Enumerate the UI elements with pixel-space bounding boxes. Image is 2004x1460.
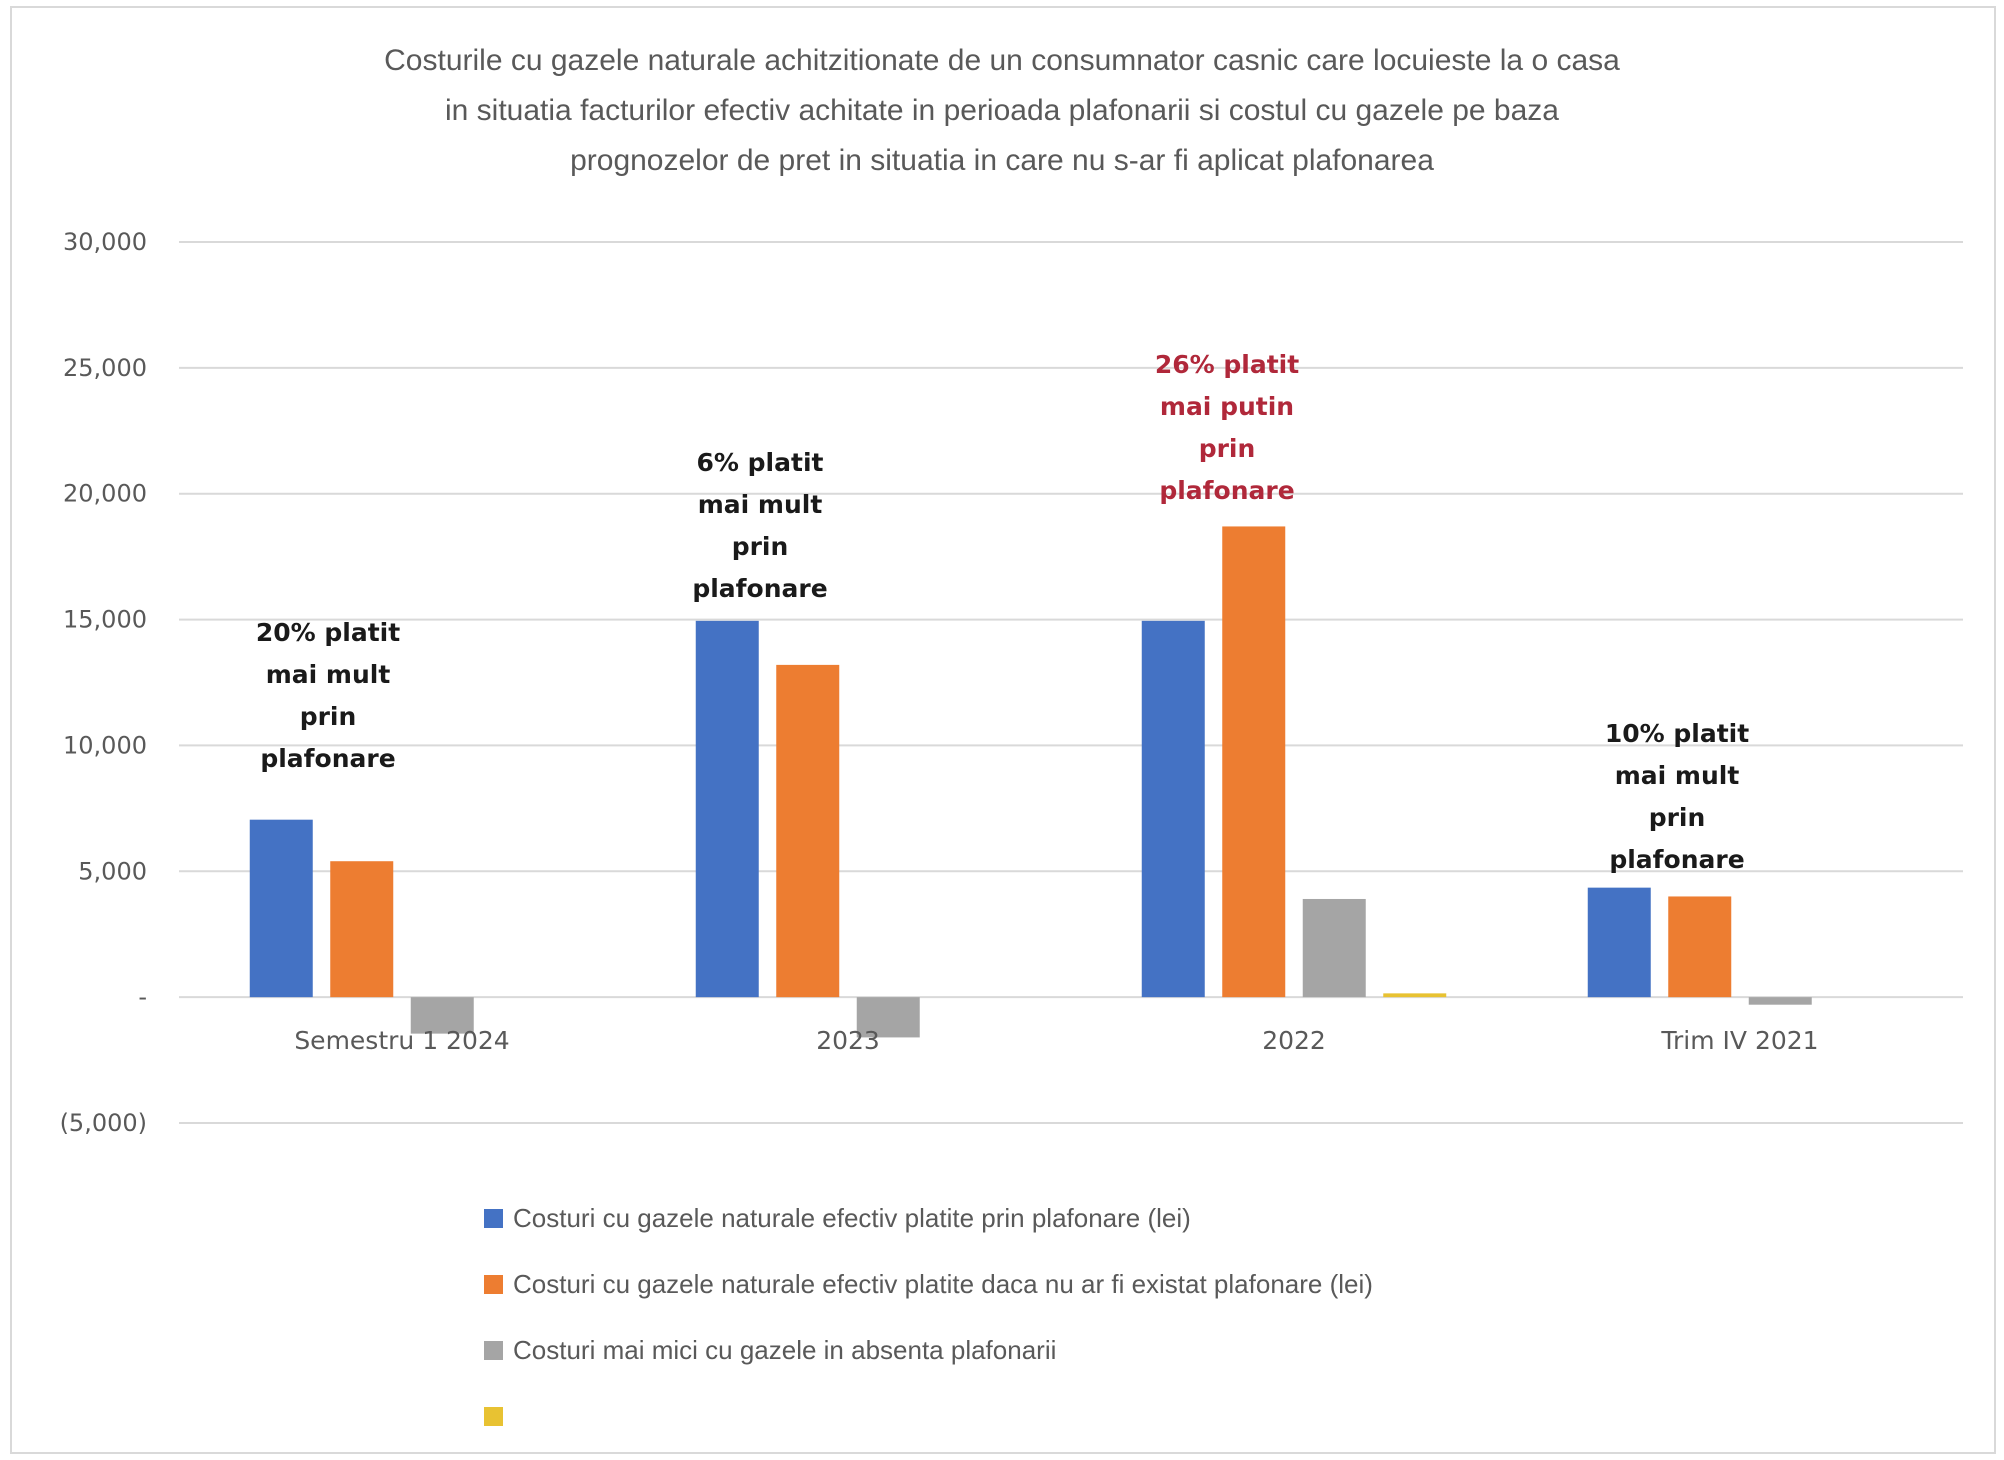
y-tick-label: 30,000 [63,228,147,256]
chart-title: Costurile cu gazele naturale achitzition… [0,36,2004,186]
bar-series-1-2022 [1141,620,1205,998]
bar-series-2-trim-iv-2021 [1668,896,1732,998]
y-tick-label: 20,000 [63,480,147,508]
x-tick-label: 2022 [1262,1026,1326,1055]
legend-label: Costuri cu gazele naturale efectiv plati… [513,1202,1191,1233]
y-tick-label: 5,000 [78,857,147,885]
bar-series-3-2023 [856,997,920,1038]
legend-item-unnamed[interactable] [484,1383,1373,1449]
annotation: 10% platit mai mult prin plafonare [1605,719,1749,874]
bar-series-3-2022 [1302,898,1366,998]
annotation-line: mai putin [1160,392,1294,421]
legend-item-paid-without-cap[interactable]: Costuri cu gazele naturale efectiv plati… [484,1251,1373,1317]
annotation-line: prin [1649,803,1706,832]
annotation-line: prin [300,702,357,731]
annotation-line: mai mult [266,660,391,689]
annotation-line: mai mult [1615,761,1740,790]
annotation-line: prin [732,532,789,561]
annotation-line: 6% platit [697,448,824,477]
annotation-line: 10% platit [1605,719,1749,748]
chart-title-line-1: Costurile cu gazele naturale achitzition… [384,44,1620,77]
bar-series-2-2022 [1222,526,1286,998]
legend-label: Costuri cu gazele naturale efectiv plati… [513,1268,1373,1299]
annotation-line: 20% platit [256,618,400,647]
x-tick-label: Trim IV 2021 [1660,1026,1818,1055]
annotation: 20% platit mai mult prin plafonare [256,618,400,773]
legend-swatch-yellow [484,1406,503,1426]
bar-series-3-trim-iv-2021 [1748,997,1812,1005]
annotation-line: plafonare [692,574,827,603]
y-axis-ticks: 30,000 25,000 20,000 15,000 10,000 5,000 - (5,0… [60,228,147,1137]
legend-item-lower-costs[interactable]: Costuri mai mici cu gazele in absenta pl… [484,1317,1373,1383]
bar-series-4-2022 [1383,993,1447,998]
bar-series-1-2023 [695,620,759,998]
annotation-line: plafonare [260,744,395,773]
legend-item-paid-with-cap[interactable]: Costuri cu gazele naturale efectiv plati… [484,1185,1373,1251]
legend-swatch-blue [484,1208,503,1228]
bar-series-1-semestru-1-2024 [249,819,313,998]
y-tick-label: (5,000) [60,1109,147,1137]
legend-swatch-gray [484,1340,503,1360]
annotation-line: plafonare [1609,845,1744,874]
legend: Costuri cu gazele naturale efectiv plati… [484,1185,1373,1449]
bar-series-2-semestru-1-2024 [330,861,394,998]
annotation-line: mai mult [698,490,823,519]
chart-title-line-2: in situatia facturilor efectiv achitate … [445,94,1559,127]
bar-series-2-2023 [776,664,840,998]
annotation-line: 26% platit [1155,350,1299,379]
bars [249,526,1812,1038]
bar-series-3-semestru-1-2024 [410,997,474,1034]
annotation: 26% platit mai putin prin plafonare [1155,350,1299,505]
y-tick-label: - [138,983,147,1011]
x-axis-ticks: Semestru 1 2024 2023 2022 Trim IV 2021 [294,1026,1818,1055]
chart-title-line-3: prognozelor de pret in situatia in care … [570,144,1434,177]
legend-swatch-orange [484,1274,503,1294]
annotation-line: prin [1199,434,1256,463]
bar-series-1-trim-iv-2021 [1587,887,1651,998]
gridlines [179,241,1963,1124]
legend-label: Costuri mai mici cu gazele in absenta pl… [513,1334,1057,1365]
y-tick-label: 10,000 [63,731,147,759]
y-tick-label: 25,000 [63,354,147,382]
annotation-line: plafonare [1159,476,1294,505]
x-tick-label: 2023 [816,1026,880,1055]
annotation: 6% platit mai mult prin plafonare [692,448,827,603]
x-tick-label: Semestru 1 2024 [294,1026,509,1055]
chart-frame [10,6,1996,1454]
y-tick-label: 15,000 [63,606,147,634]
